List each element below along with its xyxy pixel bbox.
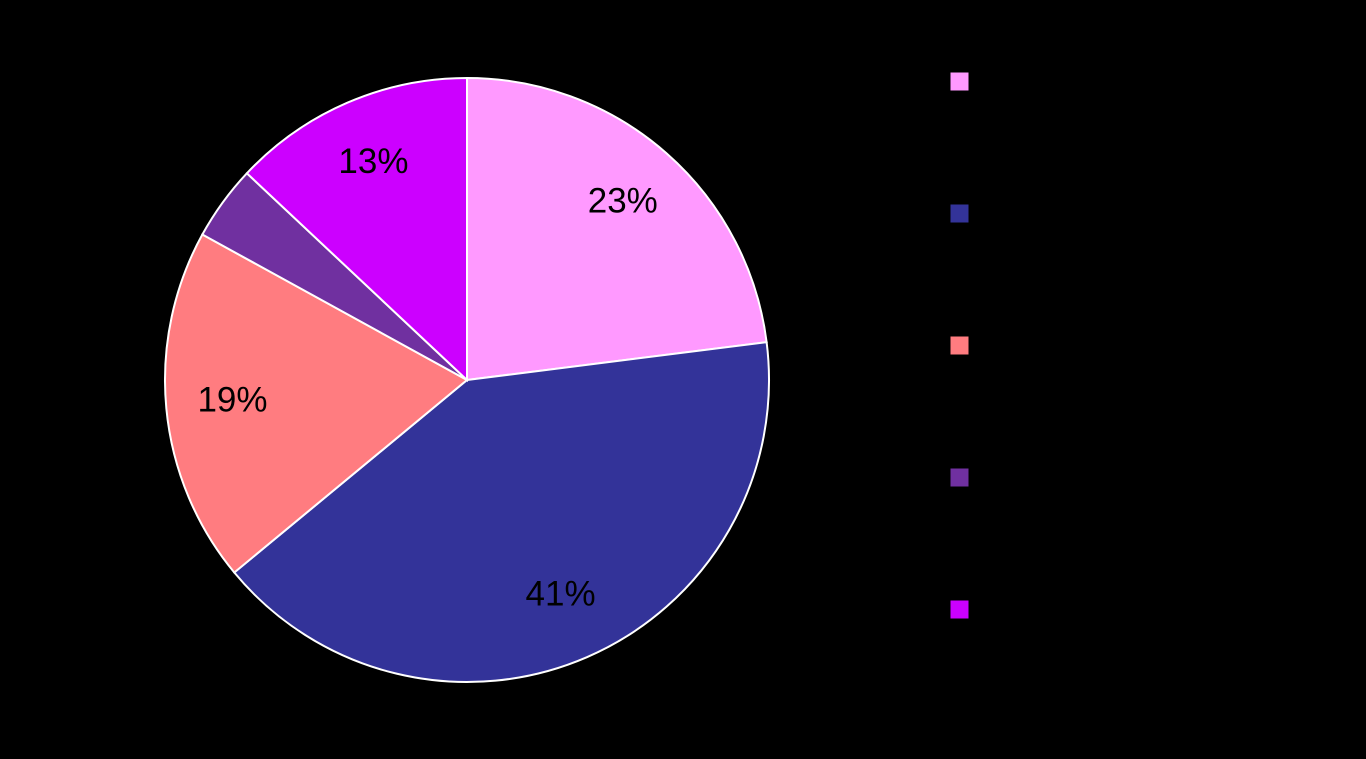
pie-slice: [245, 76, 468, 383]
pie-slice: [164, 233, 469, 574]
data-label: 23%: [588, 182, 658, 221]
legend-swatch: [949, 335, 970, 356]
data-label: 19%: [197, 380, 267, 419]
legend-swatch: [949, 467, 970, 488]
pie-slice: [466, 76, 768, 382]
pie-slice: [232, 341, 770, 683]
legend-swatch: [949, 71, 970, 92]
legend-swatch: [949, 203, 970, 224]
data-label: 13%: [338, 142, 408, 181]
legend-swatch: [949, 599, 970, 620]
data-label: 41%: [526, 574, 596, 613]
